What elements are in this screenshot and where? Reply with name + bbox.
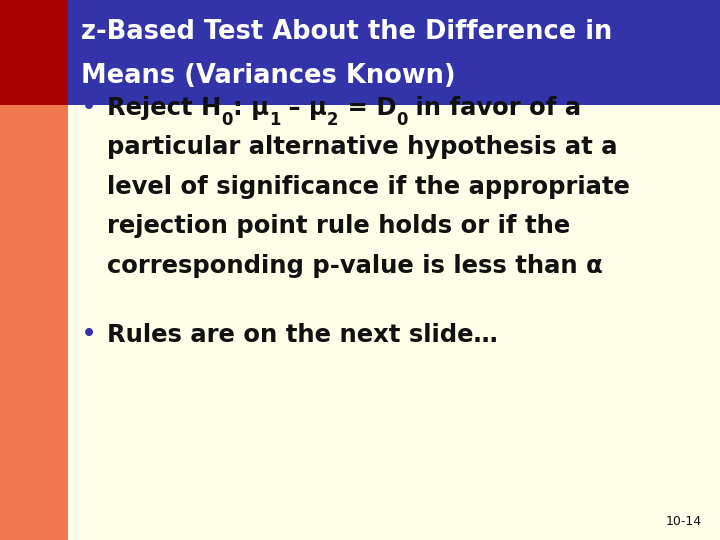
Text: Reject H: Reject H [107, 96, 222, 120]
Text: rejection point rule holds or if the: rejection point rule holds or if the [107, 214, 570, 238]
Text: 0: 0 [222, 111, 233, 129]
Text: : μ: : μ [233, 96, 269, 120]
Text: 1: 1 [269, 111, 280, 129]
Text: = D: = D [338, 96, 396, 120]
Text: – μ: – μ [280, 96, 327, 120]
Text: corresponding p-value is less than α: corresponding p-value is less than α [107, 254, 603, 278]
Bar [0, 105, 68, 540]
Text: •: • [81, 322, 96, 348]
Text: Rules are on the next slide…: Rules are on the next slide… [107, 323, 498, 347]
Text: in favor of a: in favor of a [408, 96, 582, 120]
Text: 2: 2 [327, 111, 338, 129]
Text: level of significance if the appropriate: level of significance if the appropriate [107, 175, 630, 199]
Text: particular alternative hypothesis at a: particular alternative hypothesis at a [107, 136, 618, 159]
Bar [68, 0, 720, 105]
Text: 0: 0 [396, 111, 408, 129]
Bar [0, 0, 68, 105]
Text: •: • [81, 95, 96, 121]
Text: z-Based Test About the Difference in: z-Based Test About the Difference in [81, 18, 612, 45]
Bar [68, 105, 720, 540]
Text: Means (Variances Known): Means (Variances Known) [81, 63, 455, 89]
Text: 10-14: 10-14 [666, 515, 702, 528]
